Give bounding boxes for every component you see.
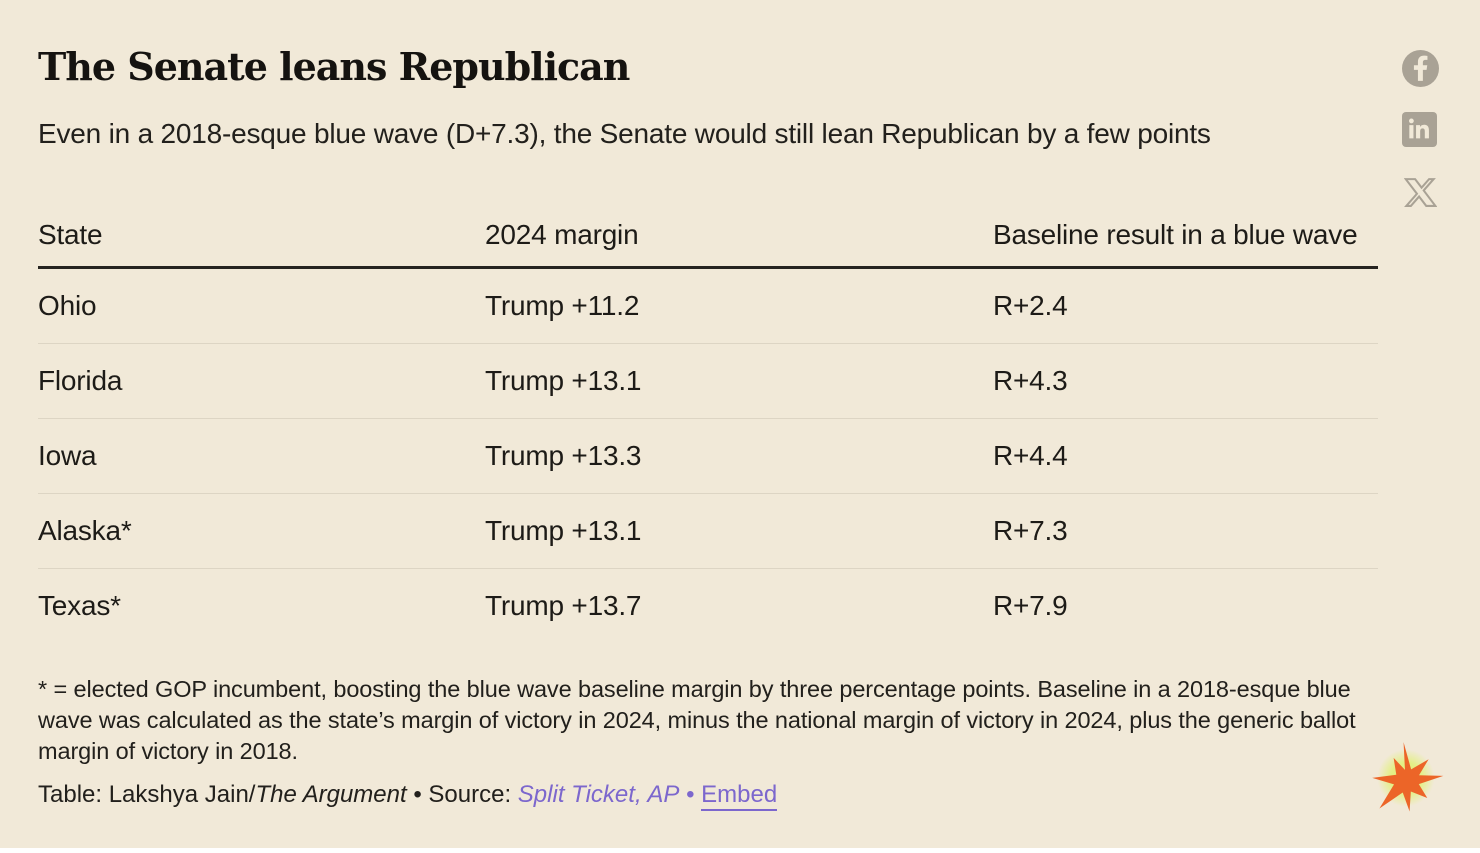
credit-publication: The Argument xyxy=(255,781,407,808)
x-share-icon[interactable] xyxy=(1403,176,1438,214)
cell-2024-margin: Trump +13.1 xyxy=(485,365,642,396)
table-row: Alaska* Trump +13.1 R+7.3 xyxy=(38,494,1378,569)
table-row: Iowa Trump +13.3 R+4.4 xyxy=(38,419,1378,494)
table-header-row: State 2024 margin Baseline result in a b… xyxy=(38,203,1378,269)
cell-baseline: R+4.4 xyxy=(993,440,1068,471)
source-link[interactable]: Split Ticket, AP xyxy=(517,781,680,808)
cell-state: Florida xyxy=(38,365,123,396)
table-row: Texas* Trump +13.7 R+7.9 xyxy=(38,569,1378,643)
cell-baseline: R+2.4 xyxy=(993,290,1068,321)
cell-2024-margin: Trump +11.2 xyxy=(485,290,640,321)
credit-separator: • xyxy=(406,781,429,808)
cell-2024-margin: Trump +13.7 xyxy=(485,590,642,621)
embed-link[interactable]: Embed xyxy=(701,781,778,811)
column-header-state: State xyxy=(38,218,103,250)
cell-state: Ohio xyxy=(38,290,97,321)
cell-state: Iowa xyxy=(38,440,97,471)
cell-baseline: R+7.3 xyxy=(993,515,1068,546)
page-subtitle: Even in a 2018-esque blue wave (D+7.3), … xyxy=(38,118,1211,149)
facebook-share-icon[interactable] xyxy=(1402,50,1439,92)
cell-2024-margin: Trump +13.1 xyxy=(485,515,642,546)
credit-line: Table: Lakshya Jain/The Argument • Sourc… xyxy=(38,781,778,811)
data-table: State 2024 margin Baseline result in a b… xyxy=(38,203,1378,643)
cell-baseline: R+4.3 xyxy=(993,365,1068,396)
page-title: The Senate leans Republican xyxy=(38,44,630,89)
linkedin-share-icon[interactable] xyxy=(1402,112,1437,152)
credit-prefix: Table: Lakshya Jain/ xyxy=(38,781,256,808)
the-argument-logo-icon[interactable] xyxy=(1366,740,1454,833)
cell-2024-margin: Trump +13.3 xyxy=(485,440,642,471)
footnote-text: * = elected GOP incumbent, boosting the … xyxy=(38,676,1356,764)
cell-baseline: R+7.9 xyxy=(993,590,1068,621)
table-row: Florida Trump +13.1 R+4.3 xyxy=(38,344,1378,419)
page-bottom-margin xyxy=(0,848,1480,853)
column-header-baseline: Baseline result in a blue wave xyxy=(993,218,1358,250)
cell-state: Alaska* xyxy=(38,515,132,546)
column-header-2024-margin: 2024 margin xyxy=(485,218,639,250)
cell-state: Texas* xyxy=(38,590,121,621)
table-row: Ohio Trump +11.2 R+2.4 xyxy=(38,269,1378,344)
credit-source-label: Source: xyxy=(428,781,518,808)
credit-separator: • xyxy=(679,781,702,808)
